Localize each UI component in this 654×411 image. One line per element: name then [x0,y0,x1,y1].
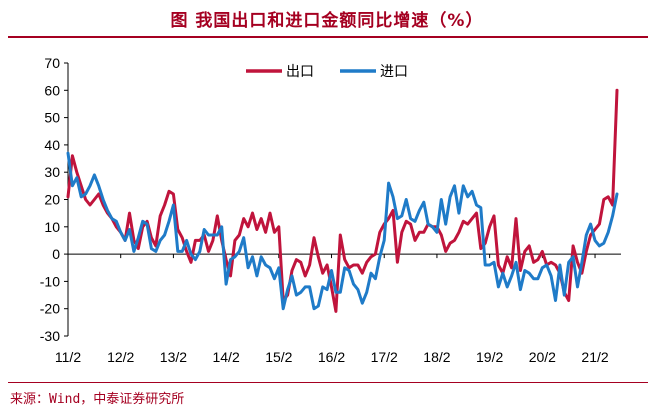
y-tick-label: -20 [40,301,60,317]
x-tick-label: 14/2 [212,349,239,365]
y-tick-label: 10 [44,219,60,235]
x-tick-label: 18/2 [423,349,450,365]
chart-legend: 出口 进口 [246,64,408,80]
x-tick-label: 15/2 [265,349,292,365]
y-tick-label: -10 [40,273,60,289]
x-tick-label: 16/2 [318,349,345,365]
source-note: 来源：Wind，中泰证券研究所 [10,392,185,407]
y-tick-label: 70 [44,55,60,71]
y-tick-label: 60 [44,82,60,98]
y-tick-label: -30 [40,328,60,344]
y-tick-label: 20 [44,192,60,208]
x-tick-label: 21/2 [581,349,608,365]
x-tick-label: 11/2 [55,349,81,365]
chart-axes: 70 60 50 40 30 20 10 0 -10 -20 -30 11/2 12/2 13/2 14/2… [40,55,621,365]
chart-title: 图 我国出口和进口金额同比增速（%） [170,11,484,31]
y-tick-label: 0 [52,246,60,262]
legend-label-import: 进口 [380,64,408,80]
title-rule [8,36,648,38]
x-tick-label: 13/2 [160,349,187,365]
series-line-import [66,151,619,311]
series-line-export [66,88,619,313]
legend-label-export: 出口 [286,64,314,80]
y-tick-label: 50 [44,110,60,126]
x-tick-label: 17/2 [371,349,398,365]
x-tick-label: 20/2 [529,349,556,365]
y-tick-label: 30 [44,164,60,180]
y-tick-label: 40 [44,137,60,153]
chart-lines [66,88,619,313]
x-tick-label: 12/2 [107,349,134,365]
source-rule [8,382,648,383]
x-tick-label: 19/2 [476,349,503,365]
